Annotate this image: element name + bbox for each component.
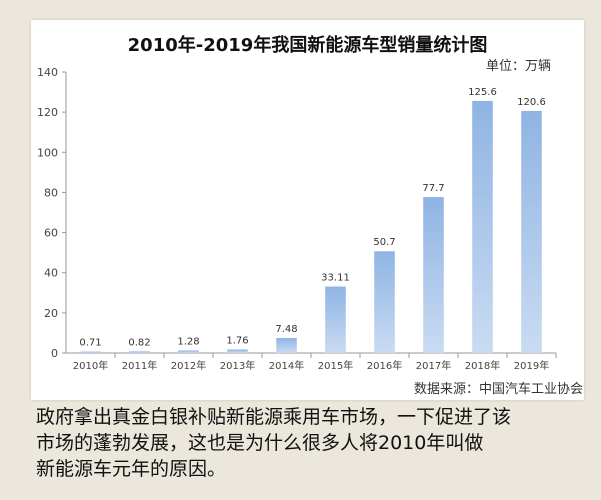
bar [374,251,395,353]
x-tick-label: 2010年 [73,359,108,372]
data-label: 120.6 [517,97,546,108]
y-tick-label: 140 [37,66,58,79]
bar [276,337,297,353]
x-axis: 2010年 2011年 2012年 2013年 2014年 2015年 2016年 2017年… [66,352,557,372]
y-tick-label: 0 [51,347,58,360]
x-tick-label: 2017年 [416,359,451,372]
y-tick-label: 20 [44,307,58,320]
y-tick-label: 60 [44,227,58,240]
data-label: 125.6 [468,87,497,98]
bar [423,197,444,353]
bar [472,100,493,353]
caption-line-2: 市场的蓬勃发展，这也是为什么很多人将2010年叫做 [36,432,484,454]
bar [129,351,150,353]
unit-label: 单位：万辆 [485,59,551,74]
x-tick-label: 2019年 [514,359,549,372]
data-label: 50.7 [373,237,395,248]
chart-title: 2010年-2019年我国新能源车型销量统计图 [127,35,488,56]
caption-line-1: 政府拿出真金白银补贴新能源乘用车市场，一下促进了该 [36,406,512,428]
x-tick-label: 2015年 [318,359,353,372]
x-tick-label: 2012年 [171,359,206,372]
data-label: 1.28 [177,336,199,347]
data-label: 0.82 [128,337,150,348]
x-tick-label: 2016年 [367,359,402,372]
data-label: 0.71 [79,338,101,349]
y-tick-label: 100 [37,146,58,159]
y-axis: 0 20 40 60 80 100 120 140 [37,66,67,360]
caption-text: 政府拿出真金白银补贴新能源乘用车市场，一下促进了该 市场的蓬勃发展，这也是为什么… [36,404,596,482]
y-tick-label: 80 [44,186,58,199]
y-tick-label: 120 [37,106,58,119]
bar [325,286,346,353]
bar [80,351,101,353]
x-tick-label: 2018年 [465,359,500,372]
x-tick-label: 2014年 [269,359,304,372]
bar [521,110,542,353]
bar [178,350,199,353]
data-label: 7.48 [275,324,297,335]
data-label: 1.76 [226,335,248,346]
y-tick-label: 40 [44,267,58,280]
data-label: 33.11 [321,273,350,284]
data-source: 数据来源：中国汽车工业协会 [413,382,583,397]
data-label: 77.7 [422,183,444,194]
x-tick-label: 2013年 [220,359,255,372]
x-tick-label: 2011年 [122,359,157,372]
caption-line-3: 新能源车元年的原因。 [36,458,227,480]
bars: 0.71 0.82 1.28 1.76 7.48 33.11 50.7 77.7 125.6 12… [79,87,546,353]
bar [227,349,248,353]
